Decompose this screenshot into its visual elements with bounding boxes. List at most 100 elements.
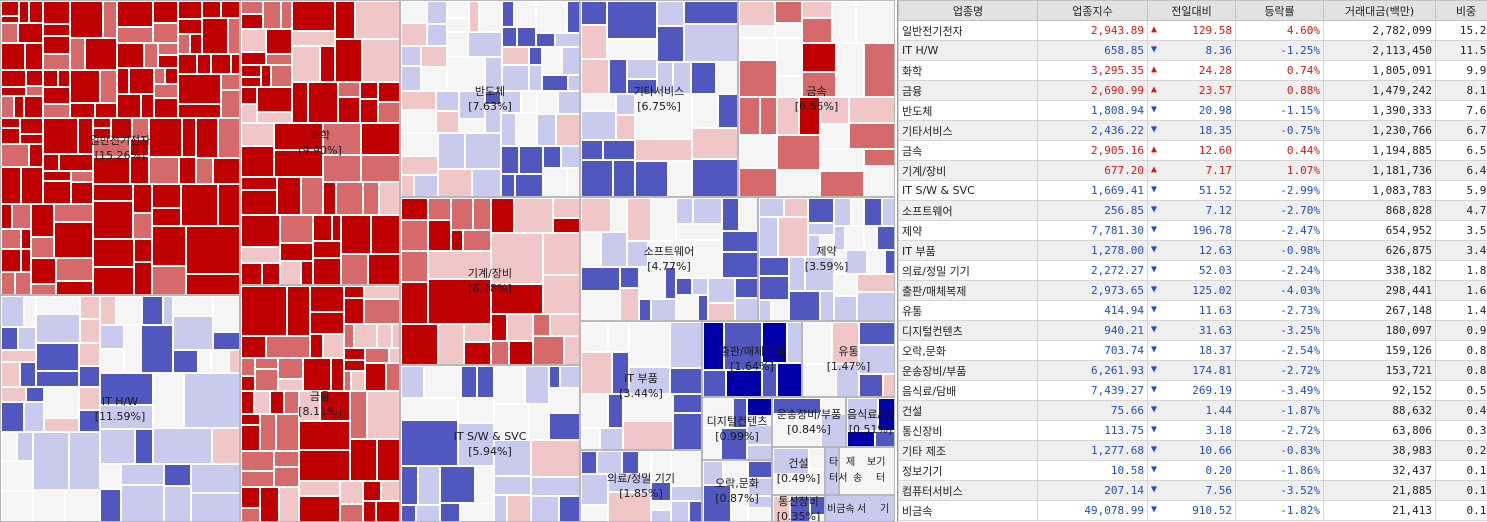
stock-tile[interactable] (363, 481, 381, 501)
stock-tile[interactable] (581, 111, 616, 140)
stock-tile[interactable] (341, 215, 371, 254)
stock-tile[interactable] (117, 1, 153, 27)
stock-tile[interactable] (703, 461, 723, 485)
stock-tile[interactable] (698, 295, 708, 320)
stock-tile[interactable] (436, 91, 459, 111)
stock-tile[interactable] (363, 182, 379, 215)
stock-tile[interactable] (165, 68, 178, 84)
stock-tile[interactable] (581, 198, 611, 232)
stock-tile[interactable] (310, 286, 344, 312)
stock-tile[interactable] (213, 158, 239, 184)
stock-tile[interactable] (808, 223, 834, 235)
stock-tile[interactable] (241, 263, 262, 284)
stock-tile[interactable] (748, 461, 771, 478)
stock-tile[interactable] (308, 82, 338, 123)
stock-tile[interactable] (762, 363, 777, 396)
stock-tile[interactable] (722, 252, 757, 278)
stock-tile[interactable] (202, 18, 228, 54)
stock-tile[interactable] (777, 38, 802, 76)
stock-tile[interactable] (525, 366, 549, 404)
stock-tile[interactable] (257, 112, 292, 123)
stock-tile[interactable] (116, 296, 142, 325)
stock-tile[interactable] (218, 184, 239, 226)
stock-tile[interactable] (31, 258, 56, 284)
stock-tile[interactable] (121, 464, 164, 485)
stock-tile[interactable] (438, 133, 465, 169)
stock-tile[interactable] (153, 1, 178, 23)
stock-tile[interactable] (221, 74, 239, 90)
stock-tile[interactable] (581, 94, 616, 111)
stock-tile[interactable] (43, 104, 70, 118)
stock-tile[interactable] (262, 263, 280, 284)
stock-tile[interactable] (280, 243, 313, 261)
stock-tile[interactable] (676, 295, 698, 320)
stock-tile[interactable] (759, 276, 789, 300)
stock-tile[interactable] (213, 296, 239, 332)
stock-tile[interactable] (810, 496, 824, 515)
stock-tile[interactable] (1, 362, 20, 387)
stock-tile[interactable] (303, 358, 331, 391)
stock-tile[interactable] (401, 110, 436, 133)
stock-tile[interactable] (684, 1, 737, 24)
stock-tile[interactable] (458, 423, 494, 466)
stock-tile[interactable] (280, 215, 313, 243)
stock-tile[interactable] (190, 34, 202, 54)
stock-tile[interactable] (266, 54, 292, 65)
stock-tile[interactable] (834, 226, 845, 250)
stock-tile[interactable] (651, 198, 676, 241)
stock-tile[interactable] (299, 450, 350, 481)
stock-tile[interactable] (639, 451, 651, 474)
stock-tile[interactable] (241, 247, 280, 263)
stock-tile[interactable] (36, 343, 79, 371)
stock-tile[interactable] (117, 68, 129, 94)
stock-tile[interactable] (241, 65, 261, 77)
stock-tile[interactable] (344, 324, 354, 348)
stock-tile[interactable] (461, 366, 477, 398)
stock-tile[interactable] (802, 18, 832, 43)
stock-tile[interactable] (241, 215, 280, 247)
stock-tile[interactable] (809, 469, 824, 494)
stock-tile[interactable] (607, 39, 657, 59)
stock-tile[interactable] (335, 1, 355, 39)
sector-block[interactable]: 일반전기전자 [15.26%] (0, 0, 240, 295)
stock-tile[interactable] (401, 366, 424, 398)
stock-tile[interactable] (332, 215, 341, 241)
stock-tile[interactable] (773, 398, 821, 414)
stock-tile[interactable] (241, 391, 254, 414)
stock-tile[interactable] (739, 198, 757, 231)
stock-tile[interactable] (331, 358, 344, 391)
stock-tile[interactable] (173, 350, 198, 373)
stock-tile[interactable] (350, 391, 367, 439)
stock-tile[interactable] (491, 314, 507, 341)
stock-tile[interactable] (255, 358, 278, 369)
sector-block[interactable]: 소프트웨어 [4.77%] (580, 197, 758, 321)
stock-tile[interactable] (79, 343, 100, 366)
stock-tile[interactable] (58, 70, 70, 87)
stock-tile[interactable] (494, 404, 529, 440)
stock-tile[interactable] (124, 325, 141, 373)
stock-tile[interactable] (859, 345, 894, 374)
stock-tile[interactable] (212, 428, 239, 464)
stock-tile[interactable] (117, 94, 141, 118)
stock-tile[interactable] (537, 114, 556, 146)
stock-tile[interactable] (361, 123, 399, 155)
stock-tile[interactable] (639, 299, 651, 320)
stock-tile[interactable] (724, 322, 762, 370)
stock-tile[interactable] (152, 266, 186, 294)
stock-tile[interactable] (141, 94, 154, 118)
stock-tile[interactable] (657, 1, 684, 26)
stock-tile[interactable] (777, 135, 820, 170)
stock-tile[interactable] (468, 32, 502, 57)
stock-tile[interactable] (351, 371, 365, 391)
stock-tile[interactable] (70, 70, 100, 103)
stock-tile[interactable] (20, 362, 36, 387)
stock-tile[interactable] (885, 250, 894, 274)
stock-tile[interactable] (463, 230, 491, 251)
stock-tile[interactable] (549, 388, 579, 413)
stock-tile[interactable] (100, 373, 153, 405)
stock-tile[interactable] (427, 1, 447, 24)
stock-tile[interactable] (274, 150, 323, 177)
